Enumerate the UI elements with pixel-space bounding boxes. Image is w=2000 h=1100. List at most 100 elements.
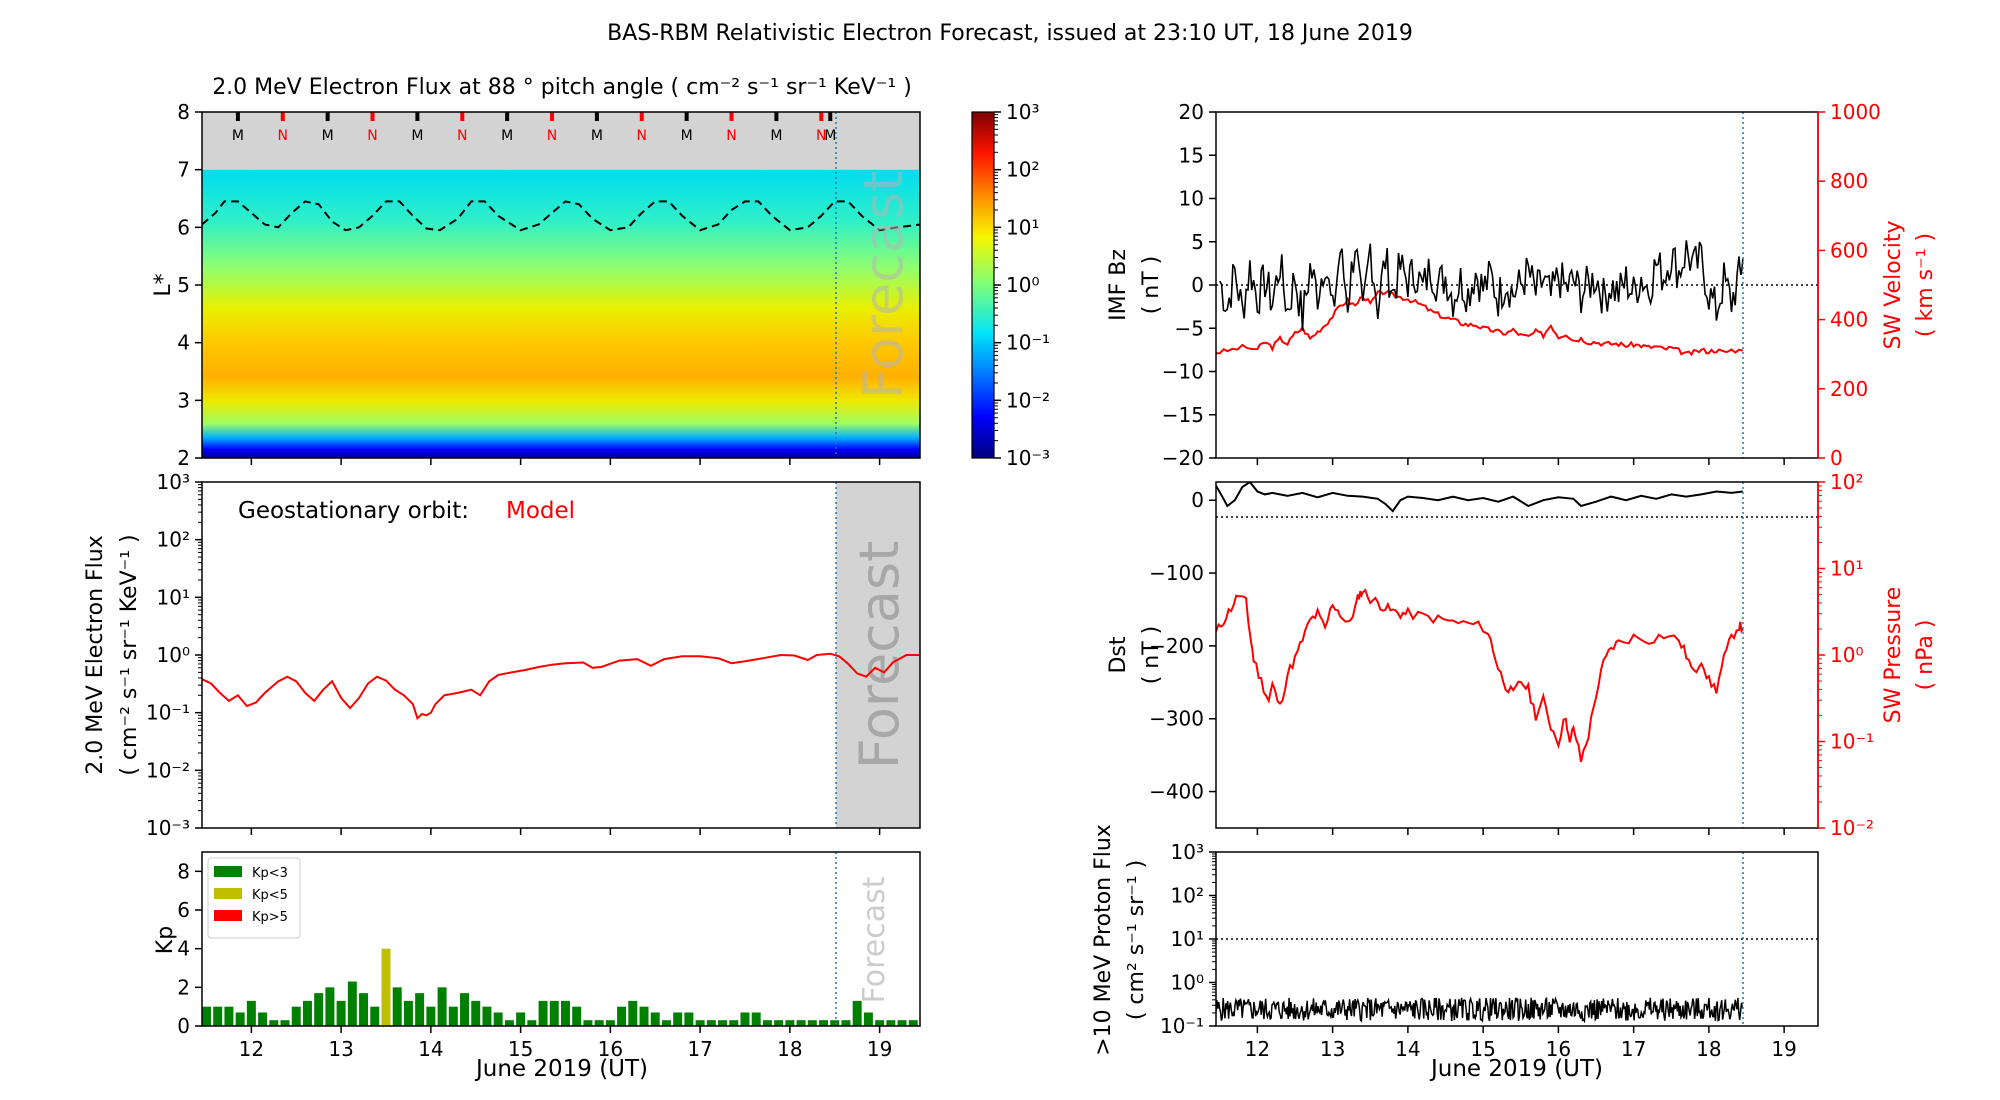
kp-bar [561,1000,570,1026]
mlt-marker-label: N [816,128,826,144]
y-tick-label: 10⁰ [1171,971,1204,995]
forecast-watermark: Forecast [857,876,892,1003]
kp-bar [875,1020,885,1026]
y-tick-label: 10⁻² [146,758,190,782]
kp-legend-label: Kp>5 [252,910,288,925]
colorbar [971,111,995,459]
x-tick-label: 14 [1395,1037,1420,1061]
kp-bar [841,1020,851,1026]
x-tick-label: 16 [598,1037,623,1061]
mlt-marker-label: N [457,128,467,144]
x-tick-marks [250,458,1785,835]
kp-bar [448,1006,458,1026]
kp-bar [819,1020,829,1026]
kp-bar [291,1006,301,1026]
sw-pressure-line [1216,588,1744,763]
kp-bar [706,1020,716,1026]
dst-y-ticks: 0 −100 −200 −300 −400 [1149,488,1216,804]
x-tick-label: 15 [1470,1037,1495,1061]
kp-bar [403,1000,413,1026]
kp-bar [897,1020,907,1026]
kp-bar [908,1020,918,1026]
geo-flux-frame [201,481,921,829]
y-tick-label: 15 [1179,143,1204,167]
y-tick-label: 400 [1830,308,1868,332]
x-tick-label: 19 [1771,1037,1796,1061]
y-tick-label: 20 [1179,100,1204,124]
dst-frame [1215,481,1819,829]
x-tick-label: 17 [1621,1037,1646,1061]
x-tick-label: 18 [1696,1037,1721,1061]
kp-bar [325,987,335,1026]
y-tick-label: 10³ [1171,840,1204,864]
kp-bar [359,993,369,1026]
y-tick-label: 0 [1830,446,1843,470]
imf-ylabel-2: ( nT ) [1139,256,1164,315]
y-tick-label: 7 [177,158,190,182]
kp-bar [527,1020,537,1026]
kp-bar [381,948,391,1026]
kp-bar [628,1000,638,1026]
y-tick-label: 10⁻² [1830,816,1874,840]
y-tick-label: −10 [1162,360,1204,384]
kp-bar [202,1006,211,1026]
proton-ylabel-2: ( cm² s⁻¹ sr⁻¹ ) [1124,860,1149,1020]
y-tick-label: 4 [177,331,190,355]
kp-bar [830,1020,840,1026]
mlt-marker-label: N [726,128,736,144]
kp-bar [729,1020,739,1026]
kp-bar [213,1006,223,1026]
geo-annotation: Geostationary orbit: [238,498,469,524]
kp-frame [201,851,921,1027]
colorbar-tick-label: 10² [1006,158,1039,182]
y-tick-label: 10² [1171,884,1204,908]
y-tick-label: 10⁻¹ [1830,730,1874,754]
kp-bar [460,993,470,1026]
y-tick-label: 10¹ [1830,557,1863,581]
x-tick-label: 13 [328,1037,353,1061]
kp-x-ticks: 12 13 14 15 16 17 18 19 [239,1026,892,1061]
kp-bar [718,1020,728,1026]
y-tick-label: 0 [1191,488,1204,512]
kp-bar [258,1012,268,1026]
proton-flux-line [1216,996,1744,1024]
y-tick-label: 1000 [1830,100,1881,124]
kp-bar [639,1006,649,1026]
flux-map-panel: 2.0 MeV Electron Flux at 88 ° pitch angl… [151,75,1050,470]
kp-bar [572,1006,582,1026]
y-tick-label: −200 [1149,634,1204,658]
y-tick-label: 8 [177,859,190,883]
x-tick-label: 16 [1546,1037,1571,1061]
y-tick-label: 800 [1830,169,1868,193]
kp-bar [673,1012,683,1026]
pressure-ylabel-2: ( nPa ) [1913,620,1938,691]
forecast-watermark: Forecast [848,541,911,770]
kp-bar [751,1012,761,1026]
kp-bar [886,1020,896,1026]
kp-bar [415,993,425,1026]
velocity-y-ticks: 1000 800 600 400 200 0 [1818,100,1881,470]
y-tick-label: −300 [1149,707,1204,731]
flux-map-title: 2.0 MeV Electron Flux at 88 ° pitch angl… [212,75,912,100]
kp-bar [302,1000,312,1026]
x-tick-label: 12 [239,1037,264,1061]
magnetopause-line [202,200,920,232]
y-tick-label: 10⁰ [1830,643,1863,667]
right-x-label: June 2019 (UT) [1429,1056,1603,1082]
y-tick-label: 4 [177,937,190,961]
forecast-watermark: Forecast [852,171,915,400]
mlt-marker-label: M [591,128,603,144]
flux-map-y-ticks: 8 7 6 5 4 3 2 [177,100,202,470]
kp-bar [280,1020,290,1026]
kp-bar [493,1012,503,1026]
kp-bar [314,993,324,1026]
y-tick-label: 6 [177,898,190,922]
kp-bar [695,1020,705,1026]
y-tick-label: 0 [177,1014,190,1038]
mlt-marker-label: M [501,128,513,144]
colorbar-tick-label: 10⁻³ [1006,446,1050,470]
kp-bar [370,1006,380,1026]
kp-legend-swatch [214,888,242,899]
